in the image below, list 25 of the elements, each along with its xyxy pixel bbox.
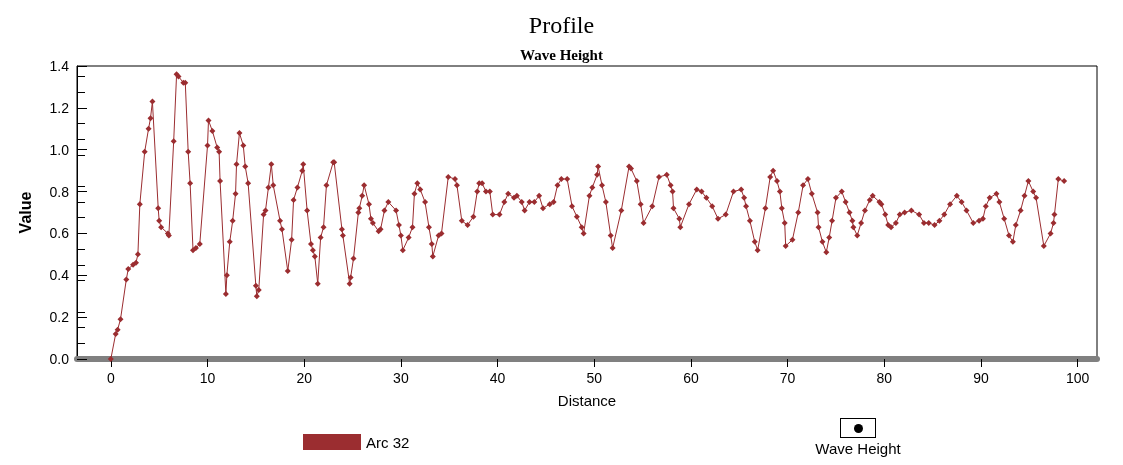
x-tick-label: 30	[393, 370, 409, 386]
x-tick-label: 70	[779, 370, 796, 386]
y-tick-label: 0.8	[49, 183, 70, 200]
y-tick-label: 0.0	[49, 351, 70, 367]
x-tick-label: 90	[973, 370, 989, 386]
y-tick-label: 0.6	[49, 225, 70, 242]
x-tick-label: 60	[683, 370, 699, 386]
y-tick-label: 1.0	[49, 141, 70, 158]
x-tick-label: 100	[1065, 370, 1090, 386]
y-tick-label: 0.4	[49, 267, 70, 284]
x-tick-label: 40	[489, 370, 506, 386]
x-tick-label: 50	[586, 370, 603, 386]
chart-title: Profile	[528, 12, 595, 38]
x-tick-label: 0	[106, 370, 115, 386]
legend-label: Arc 32	[366, 433, 410, 451]
x-tick-label: 10	[199, 370, 216, 386]
y-axis-title: Value	[16, 191, 34, 234]
x-axis-title: Distance	[557, 392, 617, 409]
x-tick-label: 80	[876, 370, 893, 386]
x-tick-label: 20	[296, 370, 313, 386]
text: Wave Height	[814, 440, 902, 457]
chart-subtitle: Wave Height	[520, 46, 603, 63]
y-tick-label: 1.4	[49, 58, 70, 74]
y-tick-label: 0.2	[49, 309, 70, 326]
y-tick-label: 1.2	[49, 99, 70, 116]
